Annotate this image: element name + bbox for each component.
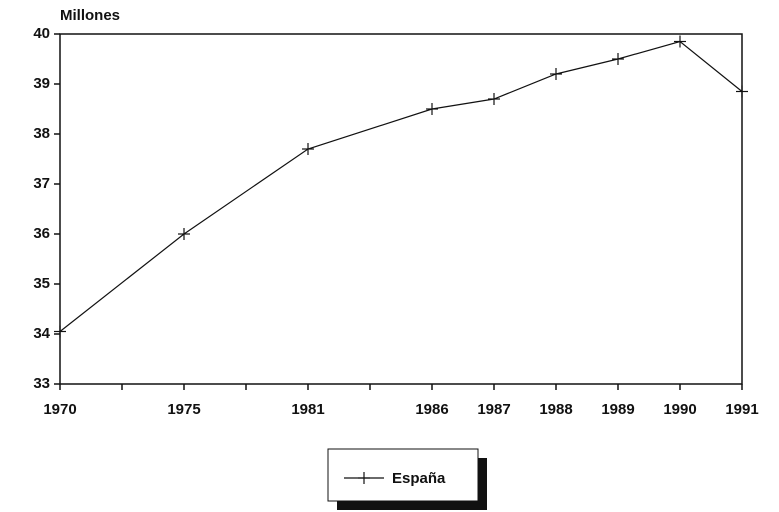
- legend-label: España: [392, 470, 446, 487]
- x-tick-label: 1989: [601, 401, 634, 418]
- legend-box: [327, 448, 479, 502]
- point-marker: [302, 143, 314, 155]
- x-tick-label: 1990: [663, 401, 696, 418]
- point-marker: [674, 35, 686, 48]
- x-tick-label: 1991: [725, 401, 758, 418]
- x-tick-label: 1986: [415, 401, 448, 418]
- point-marker: [736, 85, 748, 98]
- point-marker: [426, 103, 438, 115]
- y-tick-label: 37: [33, 175, 50, 192]
- y-tick-label: 34: [33, 325, 50, 342]
- x-tick-label: 1988: [539, 401, 572, 418]
- point-marker: [488, 93, 500, 105]
- y-tick-label: 38: [33, 125, 50, 142]
- legend-marker: [358, 472, 370, 484]
- point-marker: [612, 53, 624, 65]
- point-marker: [550, 68, 562, 80]
- x-tick-label: 1987: [477, 401, 510, 418]
- series-line: [59, 40, 743, 332]
- y-tick-label: 39: [33, 75, 50, 92]
- plot-frame: [59, 33, 743, 385]
- y-tick-label: 36: [33, 225, 50, 242]
- y-tick-label: 33: [33, 375, 50, 392]
- point-marker: [178, 228, 190, 240]
- point-marker: [54, 325, 66, 338]
- y-tick-label: 40: [33, 25, 50, 42]
- x-tick-label: 1981: [291, 401, 324, 418]
- x-tick-label: 1970: [43, 401, 76, 418]
- y-axis-label: Millones: [60, 7, 120, 24]
- x-tick-label: 1975: [167, 401, 200, 418]
- y-tick-label: 35: [33, 275, 50, 292]
